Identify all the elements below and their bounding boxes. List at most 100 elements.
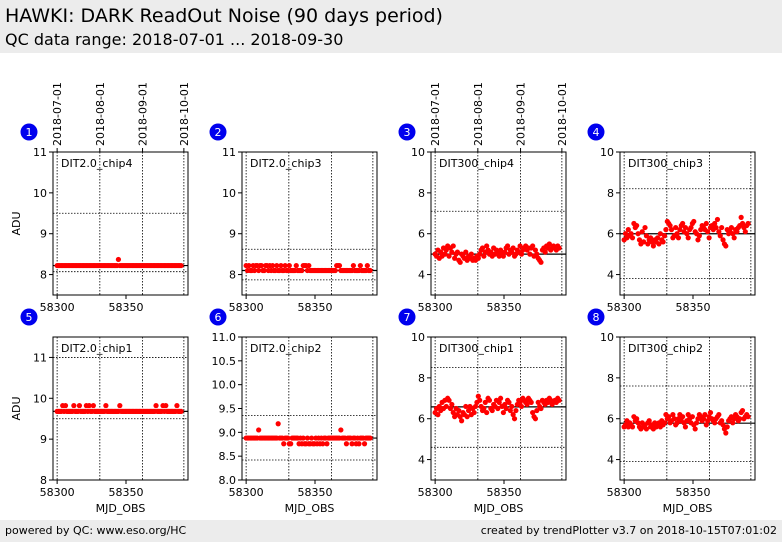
panel-3-data-point	[443, 247, 449, 253]
panel-6-ytick-label: 10.0	[212, 379, 237, 392]
panel-7-data-point	[465, 407, 472, 414]
panel-8-data-point	[680, 414, 686, 420]
panel-3-data-point	[452, 255, 458, 261]
panel-7-data-point	[511, 416, 518, 422]
panel-3-ytick-label: 6	[418, 228, 425, 241]
panel-2-data-point	[251, 267, 258, 274]
panel-4-data-point	[680, 220, 686, 227]
panel-3-series-label: DIT300_chip4	[439, 157, 514, 170]
panel-4-xtick-label: 58300	[607, 301, 642, 314]
panel-6-series-label: DIT2.0_chip2	[250, 342, 321, 355]
panel-6-data-point	[343, 441, 350, 447]
panel-7-data-point	[450, 409, 456, 416]
panel-4-ytick-label: 4	[607, 269, 614, 282]
panel-1-date-tick-label: 2018-07-01	[51, 82, 64, 146]
panel-3-data-point	[442, 251, 448, 257]
panel-2-plot-frame	[241, 151, 378, 296]
panel-3-ytick-label: 8	[418, 187, 425, 200]
panel-5-ytick-label: 11	[33, 351, 47, 364]
panel-8-data-point	[716, 412, 722, 418]
panel-4-data-point	[719, 224, 725, 231]
panel-7-data-point	[528, 399, 534, 405]
panel-3-date-tick-label: 2018-10-01	[556, 82, 569, 146]
panel-3-data-point	[488, 249, 494, 255]
panel-3-date-tick-label: 2018-08-01	[472, 82, 485, 146]
panel-4-ytick-label: 6	[607, 228, 614, 241]
panel-6-ytick-label: 8.0	[219, 474, 237, 487]
panel-3-xtick-label: 58350	[487, 301, 522, 314]
panel-4-data-point	[663, 227, 669, 233]
panel-3-data-point	[527, 251, 533, 257]
panel-7-data-point	[481, 405, 487, 412]
panel-4-data-point	[739, 220, 746, 227]
panel-7-data-point	[502, 401, 508, 408]
panel-6-x-axis-label: MJD_OBS	[285, 502, 335, 515]
panel-6-data-point	[275, 421, 281, 427]
panel-7-ytick-label: 6	[418, 413, 425, 426]
panel-4-data-point	[628, 231, 634, 237]
panel-6-xtick-label: 58300	[229, 486, 264, 499]
panel-6-ytick-label: 11.0	[212, 331, 237, 344]
panel-4-data-point	[634, 222, 640, 229]
panel-2-xtick-label: 58300	[229, 301, 264, 314]
panel-4-data-point	[714, 216, 721, 223]
panel-8-xtick-label: 58300	[607, 486, 642, 499]
panel-7-data-point	[507, 407, 513, 414]
panel-6-ytick-label: 9.0	[219, 426, 237, 439]
panel-2-data-point	[293, 262, 299, 269]
panel-4-data-point	[656, 241, 662, 247]
page-subtitle: QC data range: 2018-07-01 ... 2018-09-30	[5, 30, 344, 49]
panel-4-data-point	[696, 233, 702, 239]
panel-8-data-point	[685, 412, 691, 418]
panel-3-data-point	[446, 253, 452, 259]
panel-5-xtick-label: 58300	[40, 486, 75, 499]
panel-3-data-point	[556, 245, 562, 251]
panel-7-xtick-label: 58350	[487, 486, 522, 499]
panel-8-data-point	[720, 422, 726, 428]
panel-6-data-point	[320, 441, 326, 447]
panel-6-data-point	[285, 435, 291, 441]
panel-7-ytick-label: 4	[418, 454, 425, 467]
panel-5-data-point	[86, 403, 92, 409]
panel-6-data-point	[349, 441, 355, 447]
panel-3-plot-frame	[430, 151, 567, 296]
panel-5-series-label: DIT2.0_chip1	[61, 342, 132, 355]
panel-4-number-badge-label: 4	[593, 126, 600, 139]
panel-4-data-point	[641, 239, 647, 245]
panel-8-xtick-label: 58350	[676, 486, 711, 499]
panel-6-data-point	[304, 435, 311, 441]
panel-4-data-point	[645, 241, 651, 247]
panel-3-number-badge	[398, 123, 416, 141]
footer-bar: powered by QC: www.eso.org/HC created by…	[0, 520, 782, 542]
panel-7-data-point	[464, 414, 470, 420]
panel-7-data-point	[500, 409, 506, 416]
panel-8-data-point	[674, 420, 680, 426]
panel-6-plot-frame	[241, 336, 378, 481]
panel-7-data-point	[518, 403, 525, 410]
panel-4-data-point	[723, 243, 729, 249]
panel-8-data-point	[661, 420, 668, 426]
panel-3-data-point	[510, 245, 516, 251]
panel-4-data-point	[684, 231, 690, 237]
panel-7-data-point	[447, 405, 454, 412]
panel-1-data-point	[115, 256, 122, 263]
panel-7-data-point	[534, 407, 540, 414]
panel-8-data-point	[634, 416, 640, 422]
panel-8-data-point	[666, 414, 672, 420]
panel-4-data-point	[677, 227, 683, 233]
panel-2-xtick-label: 58350	[298, 301, 333, 314]
panel-7-data-point	[446, 397, 452, 403]
panel-7-data-point	[538, 405, 544, 412]
panel-4-data-point	[625, 227, 631, 233]
panel-8-ytick-label: 6	[607, 413, 614, 426]
panel-8-data-point	[635, 420, 641, 426]
panel-7-data-point	[472, 403, 479, 410]
panel-1-ytick-label: 11	[33, 146, 47, 159]
panel-2-data-point	[367, 267, 373, 274]
panel-7-data-point	[496, 399, 502, 405]
panel-6-data-point	[356, 441, 362, 447]
panel-4-data-point	[745, 220, 751, 227]
panel-3-data-point	[504, 243, 511, 249]
panel-7-data-point	[477, 397, 483, 403]
panel-2-data-point	[246, 262, 252, 269]
